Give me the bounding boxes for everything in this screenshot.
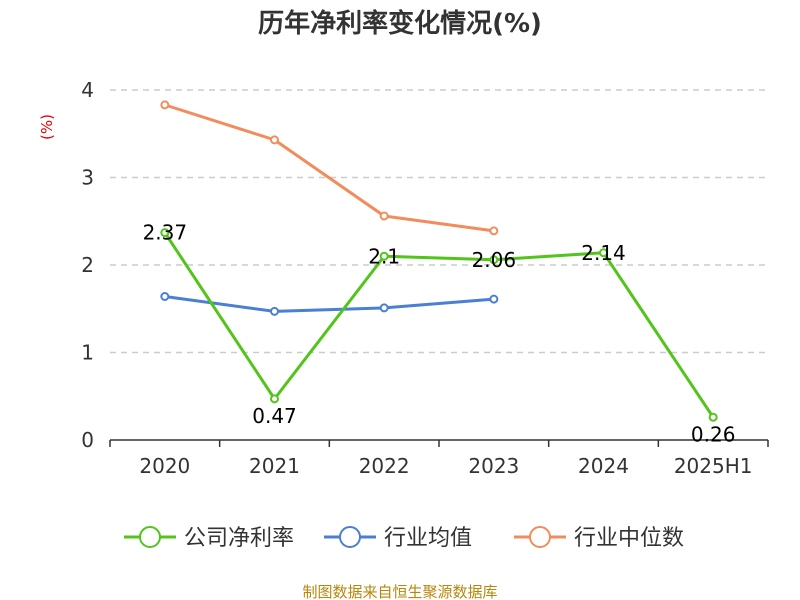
data-point[interactable]	[379, 251, 389, 261]
series-1	[160, 292, 499, 316]
legend-marker	[139, 526, 161, 548]
series-line-1	[164, 295, 494, 313]
legend-marker	[339, 526, 361, 548]
data-point[interactable]	[708, 412, 718, 422]
x-tick-label-2025H1: 2025H1	[674, 454, 753, 478]
legend[interactable]: 公司净利率 行业均值 行业中位数	[124, 526, 684, 551]
y-tick-label-1: 1	[81, 341, 94, 365]
data-point[interactable]	[270, 306, 279, 316]
data-point[interactable]	[379, 211, 389, 221]
data-point[interactable]	[489, 226, 499, 236]
legend-item-2[interactable]: 行业中位数	[514, 526, 684, 551]
series-layer: 2.37 0.47 2.1 2.06 2.14 0.26	[143, 100, 736, 446]
series-line-2	[164, 103, 495, 233]
legend-item-1[interactable]: 行业均值	[324, 526, 472, 551]
axes: 0 1 2 3 4 2020 2021 2022 2023 2024 2025H1	[81, 78, 769, 478]
y-tick-label-0: 0	[81, 428, 94, 452]
y-tick-label-3: 3	[81, 166, 94, 190]
x-tick-label-2021: 2021	[249, 454, 300, 478]
legend-item-0[interactable]: 公司净利率	[124, 526, 294, 551]
data-point[interactable]	[489, 255, 499, 265]
legend-label: 行业均值	[384, 526, 472, 551]
y-tick-label-2: 2	[81, 253, 94, 277]
data-label: 2.1	[368, 244, 400, 268]
data-point[interactable]	[270, 135, 279, 145]
x-tick-label-2022: 2022	[359, 454, 410, 478]
data-label: 2.06	[472, 248, 517, 272]
data-point[interactable]	[489, 294, 499, 304]
data-label: 0.26	[691, 422, 736, 446]
series-line-0	[163, 231, 715, 419]
x-tick-label-2023: 2023	[468, 454, 519, 478]
source-note: 制图数据来自恒生聚源数据库	[302, 583, 497, 600]
y-tick-label-4: 4	[81, 78, 94, 102]
x-tick-label-2024: 2024	[578, 454, 629, 478]
chart-title: 历年净利率变化情况(%)	[258, 8, 542, 39]
y-axis-unit-label: (%)	[38, 114, 56, 140]
data-label: 0.47	[252, 404, 297, 428]
data-label: 2.37	[143, 221, 188, 245]
x-tick-label-2020: 2020	[139, 454, 190, 478]
series-0	[160, 228, 718, 422]
legend-label: 行业中位数	[574, 526, 684, 551]
data-point[interactable]	[379, 303, 389, 313]
data-label: 2.14	[581, 241, 626, 265]
gridlines	[110, 89, 768, 354]
data-point[interactable]	[270, 394, 279, 404]
data-point[interactable]	[599, 248, 608, 258]
data-point[interactable]	[160, 228, 170, 238]
data-point[interactable]	[160, 100, 170, 110]
series-2	[160, 100, 499, 236]
legend-marker	[529, 526, 551, 548]
legend-label: 公司净利率	[184, 526, 294, 551]
data-point[interactable]	[160, 292, 170, 301]
